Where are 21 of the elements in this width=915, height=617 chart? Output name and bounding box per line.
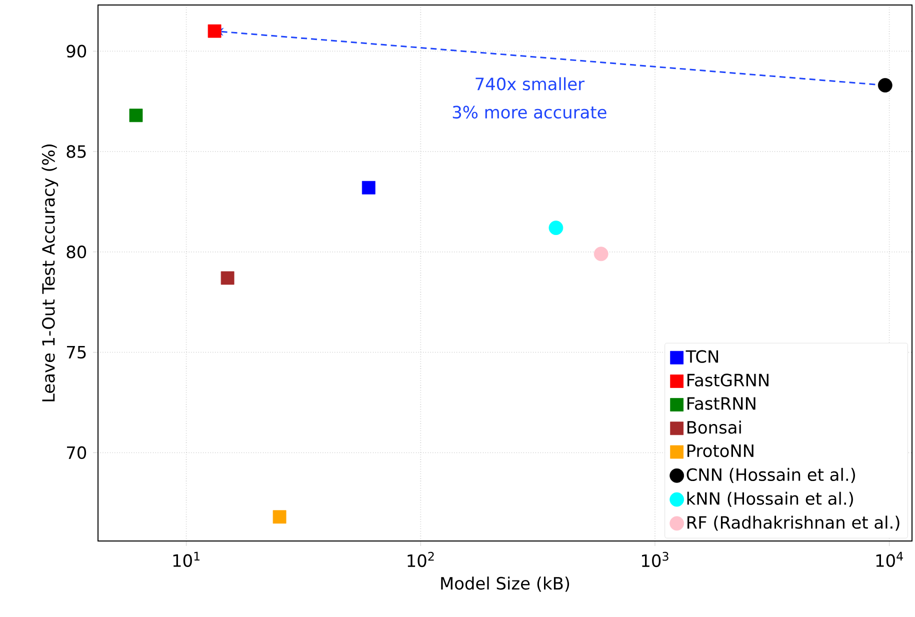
x-tick-label: 10$^{3}$ [642,552,668,568]
x-tick-label: 10$^{2}$ [408,552,434,568]
y-tick-label: 80 [66,245,86,258]
y-axis-title: Leave 1-Out Test Accuracy (%) [42,144,58,402]
legend-label: RF (Radhakrishnan et al.) [687,516,900,531]
legend-label: ProtoNN [687,444,754,458]
x-tick-label: 10$^{1}$ [173,552,200,567]
y-tick-label: 75 [67,346,86,359]
legend-label: FastRNN [687,397,756,410]
annotation: 740x smaller [476,77,585,90]
y-tick-label: 70 [67,446,86,460]
legend-label: kNN (Hossain et al.) [687,492,853,507]
y-tick-label: 90 [66,44,86,58]
legend-label: FastGRNN [687,374,768,386]
x-axis-title: Model Size (kB) [441,576,570,592]
legend-label: CNN (Hossain et al.) [686,468,855,484]
y-tick-label: 85 [66,145,86,158]
legend-label: TCN [686,350,718,363]
x-tick-label: 10$^{4}$ [876,552,903,567]
legend-label: Bonsai [687,420,741,434]
annotation: 3% more accurate [452,106,606,119]
